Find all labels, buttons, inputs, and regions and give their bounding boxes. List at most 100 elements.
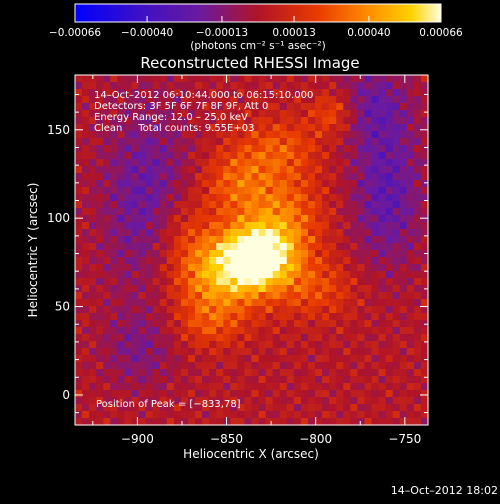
heatmap-cell <box>307 341 316 349</box>
heatmap-cell <box>300 320 309 328</box>
heatmap-cell <box>173 376 182 384</box>
heatmap-cell <box>89 89 97 97</box>
heatmap-cell <box>420 327 429 335</box>
heatmap-cell <box>272 327 281 335</box>
heatmap-cell <box>159 292 168 300</box>
heatmap-cell <box>173 299 182 307</box>
heatmap-cell <box>187 236 196 244</box>
heatmap-cell <box>378 313 387 321</box>
heatmap-cell <box>237 145 246 153</box>
heatmap-cell <box>82 103 90 111</box>
heatmap-cell <box>420 187 429 195</box>
heatmap-cell <box>343 131 351 139</box>
heatmap-cell <box>413 278 422 286</box>
heatmap-cell <box>223 229 231 237</box>
heatmap-cell <box>371 341 380 349</box>
heatmap-cell <box>145 138 154 146</box>
heatmap-cell <box>230 173 238 181</box>
heatmap-cell <box>138 257 147 265</box>
heatmap-cell <box>152 145 161 153</box>
heatmap-cell <box>166 222 175 230</box>
heatmap-cell <box>230 243 238 251</box>
heatmap-cell <box>230 152 238 160</box>
heatmap-cell <box>110 418 118 426</box>
heatmap-cell <box>392 362 401 370</box>
heatmap-cell <box>244 152 253 160</box>
heatmap-cell <box>329 299 337 307</box>
heatmap-cell <box>293 222 302 230</box>
heatmap-cell <box>145 173 154 181</box>
heatmap-cell <box>392 215 401 223</box>
heatmap-cell <box>173 369 182 377</box>
heatmap-cell <box>117 236 126 244</box>
heatmap-cell <box>152 208 161 216</box>
heatmap-cell <box>307 306 316 314</box>
heatmap-cell <box>131 131 140 139</box>
heatmap-cell <box>96 117 104 125</box>
heatmap-cell <box>307 110 316 118</box>
heatmap-cell <box>166 180 175 188</box>
heatmap-cell <box>272 355 281 363</box>
heatmap-cell <box>110 96 118 104</box>
heatmap-cell <box>187 334 196 342</box>
heatmap-cell <box>293 215 302 223</box>
heatmap-cell <box>96 369 104 377</box>
heatmap-cell <box>103 180 111 188</box>
heatmap-cell <box>420 173 429 181</box>
heatmap-cell <box>166 124 175 132</box>
heatmap-cell <box>110 82 118 90</box>
heatmap-cell <box>357 250 366 258</box>
heatmap-cell <box>399 145 408 153</box>
colorbar-tick-label: 0.00013 <box>272 27 315 39</box>
heatmap-cell <box>258 411 267 419</box>
heatmap-cell <box>406 124 415 132</box>
heatmap-cell <box>159 376 168 384</box>
heatmap-cell <box>89 264 97 272</box>
heatmap-cell <box>315 173 323 181</box>
heatmap-cell <box>138 96 147 104</box>
heatmap-cell <box>251 243 260 251</box>
heatmap-cell <box>399 313 408 321</box>
heatmap-cell <box>336 397 344 405</box>
heatmap-cell <box>378 166 387 174</box>
heatmap-cell <box>230 180 238 188</box>
heatmap-cell <box>329 89 337 97</box>
heatmap-cell <box>406 215 415 223</box>
heatmap-cell <box>244 110 253 118</box>
heatmap-cell <box>322 208 330 216</box>
heatmap-cell <box>82 369 90 377</box>
heatmap-cell <box>209 124 217 132</box>
heatmap-cell <box>272 348 281 356</box>
heatmap-cell <box>138 376 147 384</box>
heatmap-cell <box>124 229 133 237</box>
heatmap-cell <box>124 292 133 300</box>
heatmap-cell <box>406 236 415 244</box>
heatmap-cell <box>300 75 309 83</box>
heatmap-cell <box>103 166 111 174</box>
heatmap-cell <box>138 306 147 314</box>
heatmap-cell <box>265 117 274 125</box>
heatmap-cell <box>392 75 401 83</box>
heatmap-cell <box>131 75 140 83</box>
heatmap-cell <box>357 257 366 265</box>
heatmap-cell <box>258 306 267 314</box>
heatmap-cell <box>152 418 161 426</box>
heatmap-cell <box>265 369 274 377</box>
heatmap-cell <box>82 124 90 132</box>
heatmap-cell <box>82 348 90 356</box>
heatmap-cell <box>159 257 168 265</box>
heatmap-cell <box>329 257 337 265</box>
heatmap-cell <box>364 369 373 377</box>
heatmap-cell <box>103 264 111 272</box>
heatmap-cell <box>300 327 309 335</box>
heatmap-cell <box>216 82 224 90</box>
heatmap-cell <box>385 278 394 286</box>
heatmap-cell <box>223 334 231 342</box>
heatmap-cell <box>180 292 189 300</box>
heatmap-cell <box>202 264 210 272</box>
heatmap-cell <box>187 299 196 307</box>
heatmap-cell <box>322 229 330 237</box>
heatmap-cell <box>392 229 401 237</box>
heatmap-cell <box>96 103 104 111</box>
heatmap-cell <box>385 411 394 419</box>
